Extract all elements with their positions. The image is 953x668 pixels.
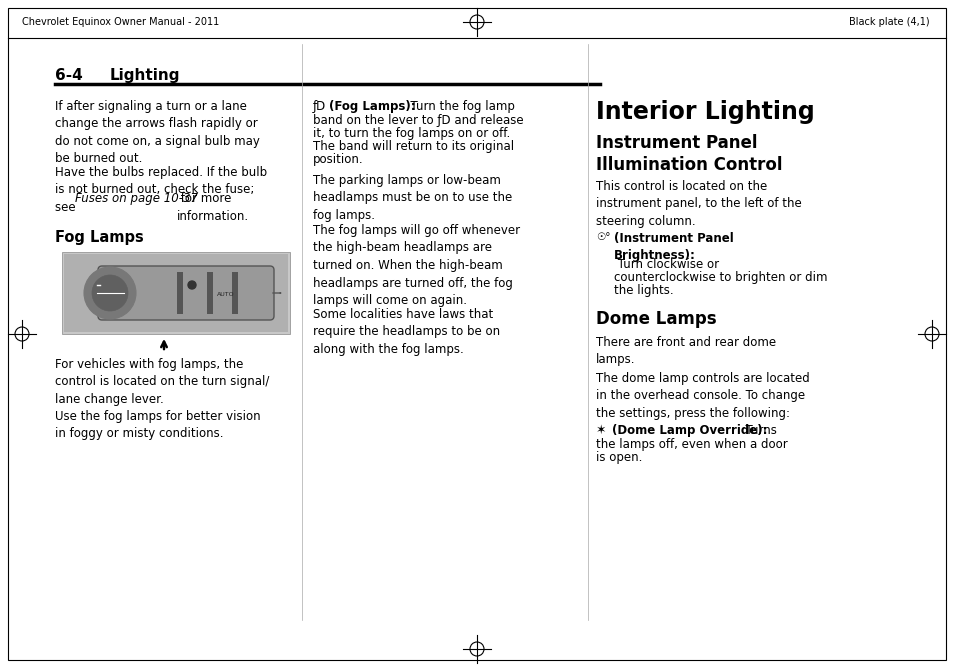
Text: is open.: is open. <box>596 451 641 464</box>
Bar <box>62 252 290 334</box>
Text: There are front and rear dome
lamps.: There are front and rear dome lamps. <box>596 336 776 367</box>
Text: Some localities have laws that
require the headlamps to be on
along with the fog: Some localities have laws that require t… <box>313 308 499 356</box>
Text: For vehicles with fog lamps, the
control is located on the turn signal/
lane cha: For vehicles with fog lamps, the control… <box>55 358 269 406</box>
Text: for more
information.: for more information. <box>177 192 249 222</box>
Text: Have the bulbs replaced. If the bulb
is not burned out, check the fuse;
see: Have the bulbs replaced. If the bulb is … <box>55 166 267 214</box>
Bar <box>232 272 237 314</box>
Text: Turn the fog lamp: Turn the fog lamp <box>402 100 515 113</box>
Bar <box>64 254 288 332</box>
Text: The band will return to its original: The band will return to its original <box>313 140 514 153</box>
Text: The fog lamps will go off whenever
the high-beam headlamps are
turned on. When t: The fog lamps will go off whenever the h… <box>313 224 519 307</box>
Circle shape <box>188 281 195 289</box>
Text: band on the lever to ƒD and release: band on the lever to ƒD and release <box>313 114 523 127</box>
Text: position.: position. <box>313 153 363 166</box>
Text: (Instrument Panel
Brightness):: (Instrument Panel Brightness): <box>614 232 733 261</box>
Circle shape <box>91 275 128 311</box>
Text: Instrument Panel
Illumination Control: Instrument Panel Illumination Control <box>596 134 781 174</box>
Text: the lamps off, even when a door: the lamps off, even when a door <box>596 438 787 451</box>
Text: Dome Lamps: Dome Lamps <box>596 310 716 328</box>
Text: Use the fog lamps for better vision
in foggy or misty conditions.: Use the fog lamps for better vision in f… <box>55 410 260 440</box>
Circle shape <box>84 267 136 319</box>
Text: ✶: ✶ <box>596 424 606 437</box>
Text: it, to turn the fog lamps on or off.: it, to turn the fog lamps on or off. <box>313 127 510 140</box>
Text: Interior Lighting: Interior Lighting <box>596 100 814 124</box>
Text: Black plate (4,1): Black plate (4,1) <box>848 17 929 27</box>
Text: the lights.: the lights. <box>614 284 673 297</box>
Bar <box>177 272 183 314</box>
Text: Fog Lamps: Fog Lamps <box>55 230 144 245</box>
Text: (Fog Lamps):: (Fog Lamps): <box>329 100 416 113</box>
Text: Turns: Turns <box>738 424 776 437</box>
Text: The dome lamp controls are located
in the overhead console. To change
the settin: The dome lamp controls are located in th… <box>596 372 809 420</box>
Text: ƒD: ƒD <box>313 100 326 113</box>
Bar <box>207 272 213 314</box>
Text: (Dome Lamp Override):: (Dome Lamp Override): <box>612 424 767 437</box>
Text: Turn clockwise or: Turn clockwise or <box>614 258 719 271</box>
Text: counterclockwise to brighten or dim: counterclockwise to brighten or dim <box>614 271 826 284</box>
Text: 6-4: 6-4 <box>55 68 83 83</box>
Text: Chevrolet Equinox Owner Manual - 2011: Chevrolet Equinox Owner Manual - 2011 <box>22 17 219 27</box>
Text: Lighting: Lighting <box>110 68 180 83</box>
Text: The parking lamps or low-beam
headlamps must be on to use the
fog lamps.: The parking lamps or low-beam headlamps … <box>313 174 512 222</box>
Text: ☉°: ☉° <box>596 232 610 242</box>
Text: AUTO: AUTO <box>216 293 234 297</box>
Text: Fuses on page 10-37: Fuses on page 10-37 <box>75 192 198 205</box>
Text: If after signaling a turn or a lane
change the arrows flash rapidly or
do not co: If after signaling a turn or a lane chan… <box>55 100 259 166</box>
FancyBboxPatch shape <box>98 266 274 320</box>
Text: This control is located on the
instrument panel, to the left of the
steering col: This control is located on the instrumen… <box>596 180 801 228</box>
